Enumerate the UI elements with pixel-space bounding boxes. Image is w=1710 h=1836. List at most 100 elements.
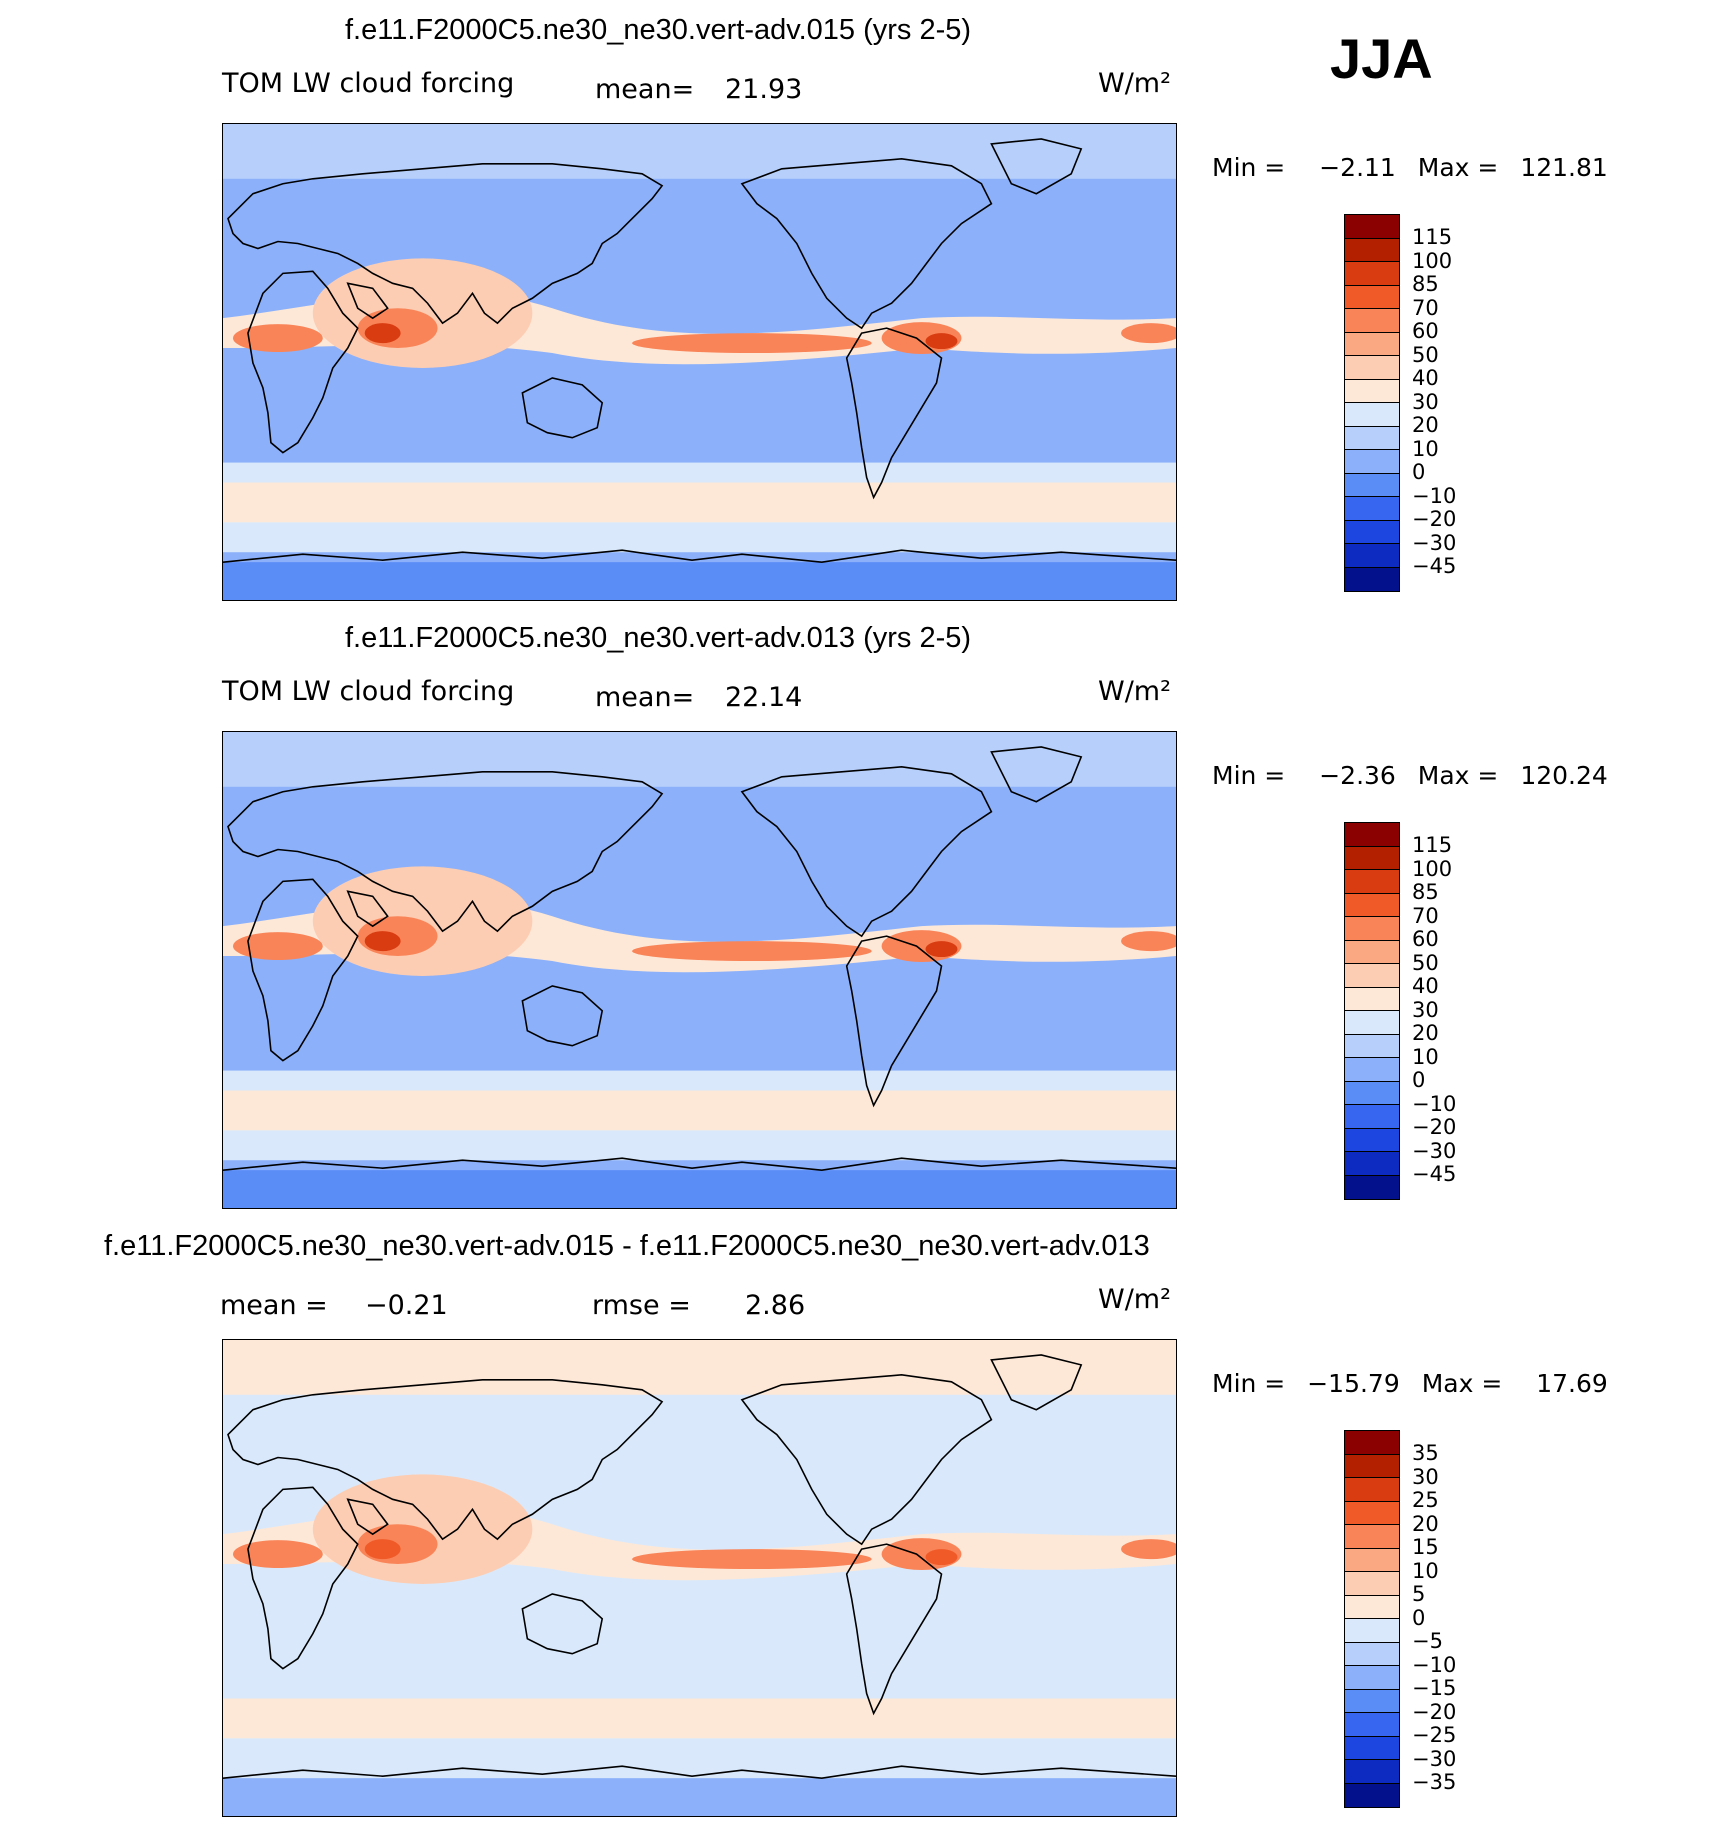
colorbar-swatch	[1345, 1572, 1399, 1596]
colorbar-swatch	[1345, 1548, 1399, 1572]
colorbar-swatch	[1345, 450, 1399, 474]
colorbar-label: 30	[1412, 997, 1439, 1022]
colorbar-swatch	[1345, 285, 1399, 309]
colorbar-label: −15	[1412, 1676, 1457, 1700]
coastline	[227, 771, 664, 933]
coastline	[521, 985, 604, 1047]
coastline	[227, 163, 664, 325]
colorbar-swatch	[1345, 1713, 1399, 1737]
coastline	[990, 746, 1083, 803]
colorbar-label: 100	[1412, 856, 1453, 881]
coastline	[990, 138, 1083, 195]
coastline	[223, 1765, 1176, 1779]
panel-1-mean-label: mean=	[595, 74, 695, 105]
colorbar-swatch	[1345, 426, 1399, 450]
colorbar-label: 30	[1412, 389, 1439, 414]
coastline	[740, 158, 993, 330]
panel-2-colorbar	[1344, 822, 1400, 1200]
colorbar-swatch	[1345, 1595, 1399, 1619]
panel-2-mean-value: 22.14	[725, 682, 803, 713]
panel-3-title: f.e11.F2000C5.ne30_ne30.vert-adv.015 - f…	[104, 1230, 1150, 1262]
map-india-hotspot	[364, 323, 401, 344]
coastline	[521, 1593, 604, 1655]
map-pacific-itcz	[632, 1549, 872, 1570]
colorbar-swatch	[1345, 473, 1399, 497]
colorbar-label: −5	[1412, 1629, 1443, 1653]
panel-2-max-value: 120.24	[1520, 761, 1608, 790]
colorbar-label: 115	[1412, 225, 1453, 249]
panel-1-min-value: −2.11	[1319, 153, 1396, 182]
panel-3-mean-label: mean =	[220, 1290, 328, 1321]
coastline	[521, 377, 604, 439]
panel-1-title: f.e11.F2000C5.ne30_ne30.vert-adv.015 (yr…	[345, 14, 972, 46]
coastline	[223, 1157, 1176, 1171]
colorbar-label: 0	[1412, 1605, 1426, 1630]
panel-2-min-label: Min =	[1212, 761, 1286, 790]
panel-1-mean-value: 21.93	[725, 74, 803, 105]
colorbar-swatch	[1345, 1619, 1399, 1643]
map-band-storm-track	[223, 1090, 1176, 1131]
colorbar-swatch	[1345, 893, 1399, 917]
map-sahel-band	[232, 324, 323, 353]
coastline	[740, 1374, 993, 1546]
colorbar-swatch	[1345, 1501, 1399, 1525]
panel-2-min-value: −2.36	[1319, 761, 1396, 790]
panel-2-units: W/m²	[1098, 676, 1171, 707]
panel-1-colorbar	[1344, 214, 1400, 592]
map-central-america-core	[925, 333, 958, 350]
colorbar-swatch	[1345, 1152, 1399, 1176]
colorbar-label: 70	[1412, 903, 1439, 928]
panel-3-map	[222, 1339, 1177, 1817]
colorbar-swatch	[1345, 1454, 1399, 1478]
colorbar-label: 100	[1412, 248, 1453, 273]
colorbar-swatch	[1345, 1783, 1399, 1807]
colorbar-swatch	[1345, 215, 1399, 239]
map-atlantic-itcz	[1121, 1539, 1176, 1560]
colorbar-label: −10	[1412, 1652, 1457, 1677]
colorbar-swatch	[1345, 1736, 1399, 1760]
colorbar-label: −30	[1412, 1746, 1457, 1771]
coastline	[990, 1354, 1083, 1411]
coastline	[247, 270, 359, 454]
coastline	[223, 549, 1176, 563]
panel-3-mean-value: −0.21	[365, 1290, 448, 1321]
coastline	[346, 890, 389, 928]
colorbar-swatch	[1345, 1689, 1399, 1713]
panel-3-minmax: Min = −15.79 Max = 17.69	[1212, 1369, 1608, 1398]
colorbar-label: 35	[1412, 1441, 1439, 1465]
colorbar-label: 40	[1412, 366, 1439, 390]
panel-3-min-value: −15.79	[1307, 1369, 1400, 1398]
colorbar-swatch	[1345, 1105, 1399, 1129]
colorbar-label: 0	[1412, 1068, 1426, 1092]
panel-2-mean-label: mean=	[595, 682, 695, 713]
colorbar-label: 60	[1412, 927, 1439, 951]
panel-1-variable: TOM LW cloud forcing	[222, 68, 515, 99]
panel-3-units: W/m²	[1098, 1284, 1171, 1315]
colorbar-label: 50	[1412, 950, 1439, 975]
colorbar-swatch	[1345, 1525, 1399, 1549]
colorbar-swatch	[1345, 1431, 1399, 1455]
panel-2-map	[222, 731, 1177, 1209]
panel-2-max-label: Max =	[1417, 761, 1499, 790]
colorbar-swatch	[1345, 964, 1399, 988]
colorbar-label: 85	[1412, 880, 1439, 904]
map-band-antarctic	[223, 1170, 1176, 1208]
colorbar-swatch	[1345, 332, 1399, 356]
colorbar-swatch	[1345, 846, 1399, 870]
colorbar-swatch	[1345, 1034, 1399, 1058]
colorbar-label: 5	[1412, 1582, 1426, 1606]
map-india-hotspot	[364, 1539, 401, 1560]
panel-3-max-label: Max =	[1421, 1369, 1503, 1398]
panel-2-title: f.e11.F2000C5.ne30_ne30.vert-adv.013 (yr…	[345, 622, 972, 654]
panel-1-units: W/m²	[1098, 68, 1171, 99]
colorbar-swatch	[1345, 1642, 1399, 1666]
colorbar-swatch	[1345, 1081, 1399, 1105]
colorbar-swatch	[1345, 544, 1399, 568]
colorbar-label: 50	[1412, 342, 1439, 367]
colorbar-label: −45	[1412, 1162, 1457, 1186]
colorbar-label: 40	[1412, 974, 1439, 998]
colorbar-label: 20	[1412, 413, 1439, 437]
season-label: JJA	[1330, 27, 1433, 90]
colorbar-label: 85	[1412, 272, 1439, 296]
coastline	[845, 935, 943, 1108]
